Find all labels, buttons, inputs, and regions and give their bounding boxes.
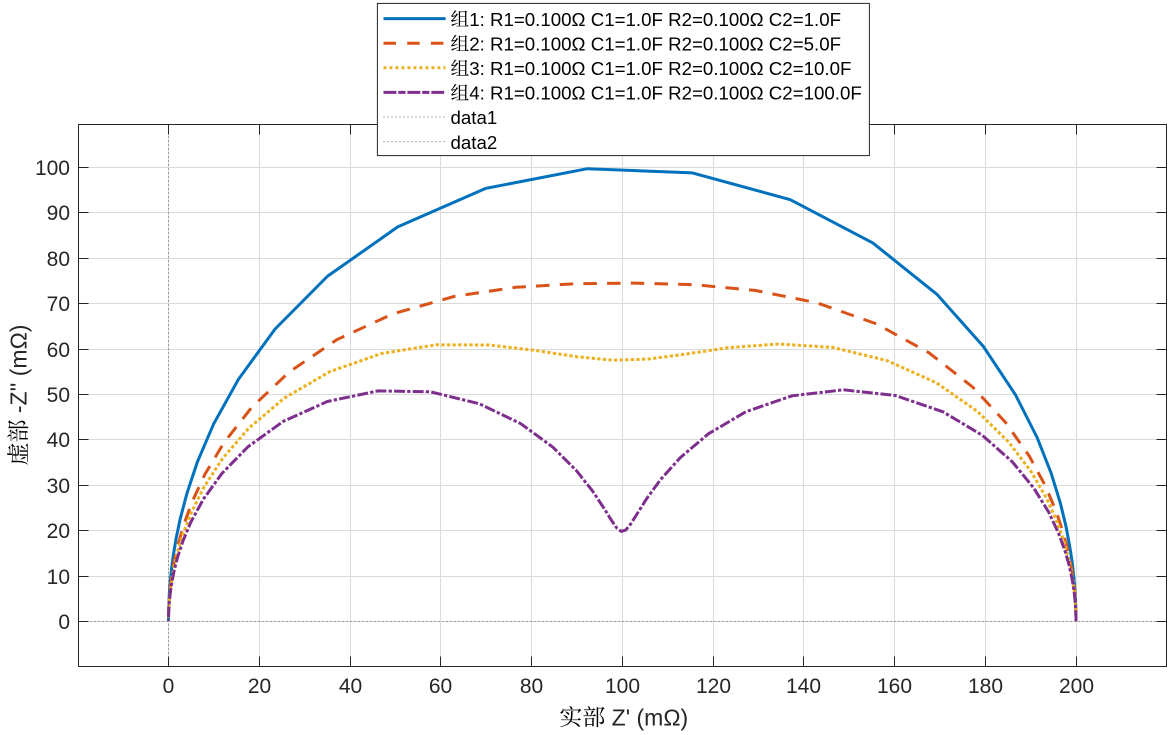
svg-text:100: 100	[605, 675, 640, 698]
svg-text:40: 40	[339, 675, 362, 698]
svg-text:140: 140	[786, 675, 821, 698]
svg-text:80: 80	[47, 248, 70, 271]
svg-text:4: R1=0.100Ω C1=1.0F R2=0.100Ω: 4: R1=0.100Ω C1=1.0F R2=0.100Ω C2=100.0F	[469, 83, 862, 104]
svg-text:60: 60	[429, 675, 452, 698]
svg-text:200: 200	[1059, 675, 1094, 698]
svg-text:0: 0	[163, 675, 175, 698]
svg-text:60: 60	[47, 339, 70, 362]
svg-text:1: R1=0.100Ω C1=1.0F R2=0.100Ω: 1: R1=0.100Ω C1=1.0F R2=0.100Ω C2=1.0F	[469, 9, 841, 30]
svg-text:data2: data2	[451, 132, 498, 153]
svg-text:90: 90	[47, 202, 70, 225]
svg-text:-Z'' (mΩ): -Z'' (mΩ)	[6, 325, 32, 420]
svg-text:20: 20	[248, 675, 271, 698]
svg-text:data1: data1	[451, 107, 498, 128]
svg-text:0: 0	[58, 611, 70, 634]
svg-text:2: R1=0.100Ω C1=1.0F R2=0.100Ω: 2: R1=0.100Ω C1=1.0F R2=0.100Ω C2=5.0F	[469, 33, 841, 54]
svg-text:120: 120	[696, 675, 731, 698]
svg-text:30: 30	[47, 475, 70, 498]
svg-text:180: 180	[968, 675, 1003, 698]
svg-text:100: 100	[35, 157, 70, 180]
svg-text:40: 40	[47, 429, 70, 452]
svg-text:80: 80	[520, 675, 543, 698]
svg-text:10: 10	[47, 566, 70, 589]
svg-text:3: R1=0.100Ω C1=1.0F R2=0.100Ω: 3: R1=0.100Ω C1=1.0F R2=0.100Ω C2=10.0F	[469, 58, 851, 79]
svg-text:70: 70	[47, 293, 70, 316]
svg-text:160: 160	[877, 675, 912, 698]
svg-text:Z' (mΩ): Z' (mΩ)	[605, 704, 688, 730]
svg-text:50: 50	[47, 384, 70, 407]
svg-text:20: 20	[47, 520, 70, 543]
